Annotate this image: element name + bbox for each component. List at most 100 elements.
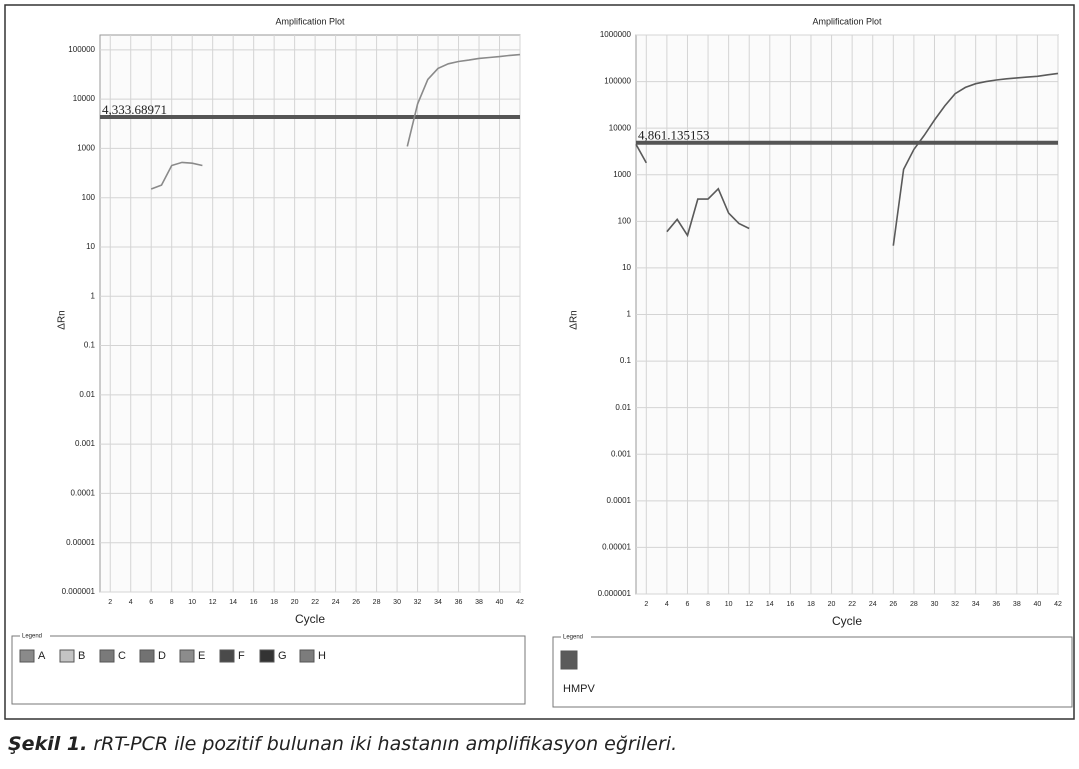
x-tick-label: 28 bbox=[910, 601, 918, 608]
y-tick-label: 0.1 bbox=[620, 356, 632, 365]
x-tick-label: 36 bbox=[455, 599, 463, 606]
y-tick-label: 10000 bbox=[609, 123, 632, 132]
y-tick-label: 100000 bbox=[68, 45, 95, 54]
legend-label: C bbox=[118, 650, 126, 662]
y-axis-label: ΔRn bbox=[569, 310, 580, 329]
amplification-curve bbox=[635, 72, 1059, 246]
x-tick-label: 24 bbox=[332, 599, 340, 606]
x-tick-label: 26 bbox=[889, 601, 897, 608]
legend-label: D bbox=[158, 650, 166, 662]
legend-swatch bbox=[59, 649, 75, 663]
y-tick-label: 10000 bbox=[73, 94, 96, 103]
x-tick-label: 8 bbox=[706, 601, 710, 608]
y-tick-label: 1 bbox=[91, 291, 96, 300]
x-tick-label: 12 bbox=[209, 599, 217, 606]
y-tick-label: 1 bbox=[627, 310, 632, 319]
legend-swatch bbox=[99, 649, 115, 663]
legend-swatch bbox=[259, 649, 275, 663]
threshold-label: 4,861.135153 bbox=[638, 128, 710, 143]
legend-title-bg bbox=[20, 632, 50, 640]
y-tick-label: 0.01 bbox=[79, 390, 95, 399]
legend-swatch bbox=[560, 650, 578, 670]
x-tick-label: 6 bbox=[149, 599, 153, 606]
legend-swatch bbox=[19, 649, 35, 663]
x-tick-label: 42 bbox=[1054, 601, 1062, 608]
y-tick-label: 0.0001 bbox=[71, 489, 96, 498]
y-tick-label: 1000 bbox=[613, 170, 631, 179]
legend-label: B bbox=[78, 650, 85, 662]
x-tick-label: 16 bbox=[250, 599, 258, 606]
y-tick-label: 0.0001 bbox=[607, 496, 632, 505]
x-tick-label: 30 bbox=[393, 599, 401, 606]
chart-title: Amplification Plot bbox=[812, 16, 882, 26]
y-tick-label: 1000000 bbox=[600, 30, 632, 39]
x-tick-label: 40 bbox=[496, 599, 504, 606]
y-tick-label: 10 bbox=[622, 263, 631, 272]
y-tick-label: 100 bbox=[82, 193, 96, 202]
x-tick-label: 28 bbox=[373, 599, 381, 606]
legend-label: HMPV bbox=[563, 683, 595, 695]
y-tick-label: 10 bbox=[86, 242, 95, 251]
y-tick-label: 0.001 bbox=[611, 449, 632, 458]
y-tick-label: 0.00001 bbox=[602, 543, 631, 552]
y-tick-label: 0.001 bbox=[75, 439, 96, 448]
y-tick-label: 0.000001 bbox=[62, 587, 96, 596]
x-tick-label: 4 bbox=[665, 601, 669, 608]
x-tick-label: 26 bbox=[352, 599, 360, 606]
x-tick-label: 40 bbox=[1034, 601, 1042, 608]
legend-label: H bbox=[318, 650, 326, 662]
y-tick-label: 0.000001 bbox=[598, 589, 632, 598]
x-tick-label: 6 bbox=[686, 601, 690, 608]
legend-label: A bbox=[38, 650, 46, 662]
legend-label: E bbox=[198, 650, 205, 662]
y-tick-label: 100000 bbox=[604, 77, 631, 86]
legend-swatch bbox=[179, 649, 195, 663]
x-tick-label: 18 bbox=[270, 599, 278, 606]
x-tick-label: 14 bbox=[229, 599, 237, 606]
x-tick-label: 38 bbox=[1013, 601, 1021, 608]
x-tick-label: 32 bbox=[951, 601, 959, 608]
x-tick-label: 18 bbox=[807, 601, 815, 608]
x-tick-label: 10 bbox=[725, 601, 733, 608]
legend-swatch bbox=[219, 649, 235, 663]
figure: Amplification Plot 0.000001 0.00001 0.0001 0… bbox=[4, 4, 1075, 720]
y-tick-label: 0.1 bbox=[84, 341, 96, 350]
legend-swatch bbox=[139, 649, 155, 663]
x-tick-label: 2 bbox=[108, 599, 112, 606]
x-tick-label: 36 bbox=[992, 601, 1000, 608]
caption-text: rRT-PCR ile pozitif bulunan iki hastanın… bbox=[93, 733, 678, 755]
x-tick-label: 32 bbox=[414, 599, 422, 606]
plot-area bbox=[99, 34, 521, 593]
legend-title: Legend bbox=[22, 634, 42, 640]
threshold-label: 4,333.68971 bbox=[102, 102, 167, 117]
legend-title: Legend bbox=[563, 635, 583, 641]
x-axis-label: Cycle bbox=[295, 612, 325, 626]
x-tick-label: 12 bbox=[745, 601, 753, 608]
legend-label: G bbox=[278, 650, 287, 662]
legend-title-bg bbox=[561, 633, 591, 641]
y-tick-label: 0.01 bbox=[615, 403, 631, 412]
legend-box bbox=[552, 636, 1073, 708]
x-tick-label: 4 bbox=[129, 599, 133, 606]
x-tick-label: 38 bbox=[475, 599, 483, 606]
chart-title: Amplification Plot bbox=[275, 16, 345, 26]
amplification-curve bbox=[150, 53, 521, 190]
caption-label: Şekil 1. bbox=[8, 733, 88, 755]
figure-border bbox=[4, 4, 1075, 720]
y-tick-label: 100 bbox=[618, 216, 632, 225]
legend-label: F bbox=[238, 650, 245, 662]
y-tick-label: 1000 bbox=[77, 144, 95, 153]
x-tick-label: 20 bbox=[291, 599, 299, 606]
x-tick-label: 10 bbox=[188, 599, 196, 606]
x-axis-label: Cycle bbox=[832, 614, 862, 628]
y-axis-label: ΔRn bbox=[57, 310, 68, 329]
x-tick-label: 42 bbox=[516, 599, 524, 606]
x-tick-label: 22 bbox=[311, 599, 319, 606]
x-tick-label: 20 bbox=[828, 601, 836, 608]
legend-swatch bbox=[299, 649, 315, 663]
x-tick-label: 34 bbox=[434, 599, 442, 606]
x-tick-label: 30 bbox=[931, 601, 939, 608]
x-tick-label: 16 bbox=[786, 601, 794, 608]
x-tick-label: 8 bbox=[170, 599, 174, 606]
legend-box bbox=[11, 635, 526, 705]
